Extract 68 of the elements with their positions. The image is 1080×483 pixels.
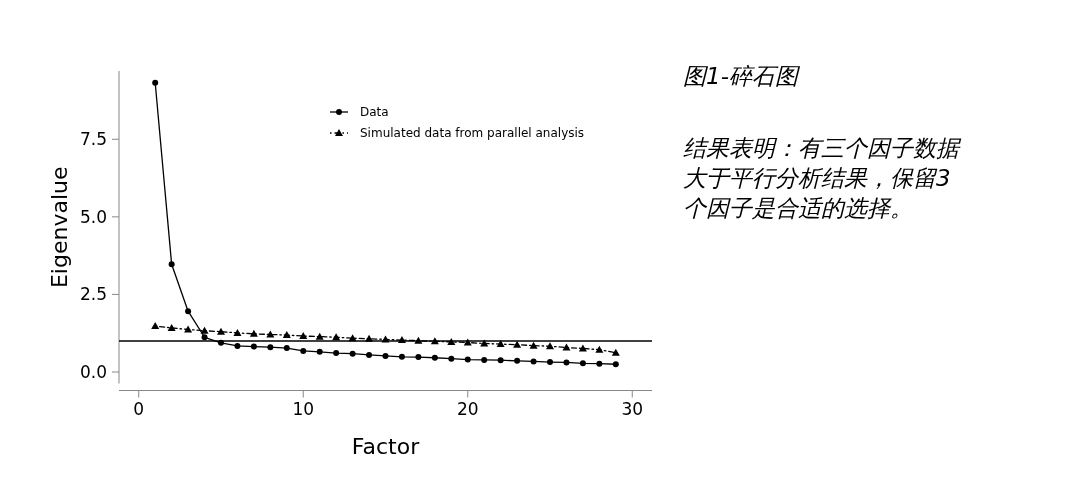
y-tick-label: 7.5 [79,129,107,150]
point [563,359,570,366]
y-tick-label: 5.0 [79,206,107,227]
point [315,332,324,340]
point [299,332,308,340]
point [447,337,456,345]
point [249,329,258,337]
point [596,360,603,367]
point [250,343,257,350]
point [530,358,537,365]
point [611,348,620,356]
x-tick-label: 30 [621,398,644,419]
point [415,354,422,361]
point [332,333,341,341]
point [152,79,159,86]
point [612,361,619,368]
point [316,348,323,355]
legend-label: Data [360,105,389,120]
point [349,350,356,357]
point [283,345,290,352]
legend-label: Simulated data from parallel analysis [360,126,585,141]
point [217,339,224,346]
point [365,334,374,342]
point [463,338,472,346]
point [366,351,373,358]
point [184,325,193,333]
text: 图1-碎石图 [683,63,801,89]
x-tick-label: 0 [133,398,145,419]
point [348,334,357,342]
point [233,328,242,336]
point [397,336,406,344]
point [216,327,225,335]
point [595,345,604,353]
point [496,340,505,348]
point [448,355,455,362]
point [414,336,423,344]
point [398,353,405,360]
point [282,331,291,339]
point [300,347,307,354]
y-tick-label: 0.0 [79,361,107,382]
point [546,342,555,350]
point [185,308,192,315]
point [382,352,389,359]
point [547,359,554,366]
text: 结果表明：有三个因子数据大于平行分析结果，保留3个因子是合适的选择。 [683,135,962,221]
point [481,356,488,363]
point [514,357,521,364]
y-tick-label: 2.5 [79,284,107,305]
x-tick-label: 20 [456,398,479,419]
point [333,350,340,357]
point [579,360,586,367]
point [529,341,538,349]
point [200,326,209,334]
point [562,343,571,351]
point [431,354,438,361]
point [234,342,241,349]
point [201,334,208,341]
y-axis-title: Eigenvalue [47,166,72,289]
point [497,357,504,364]
point [513,340,522,348]
x-axis-title: Factor [351,433,421,459]
point [168,261,175,268]
point [151,322,160,330]
point [430,337,439,345]
point [267,344,274,351]
x-tick-label: 10 [292,398,315,419]
point [167,323,176,331]
point [464,356,471,363]
